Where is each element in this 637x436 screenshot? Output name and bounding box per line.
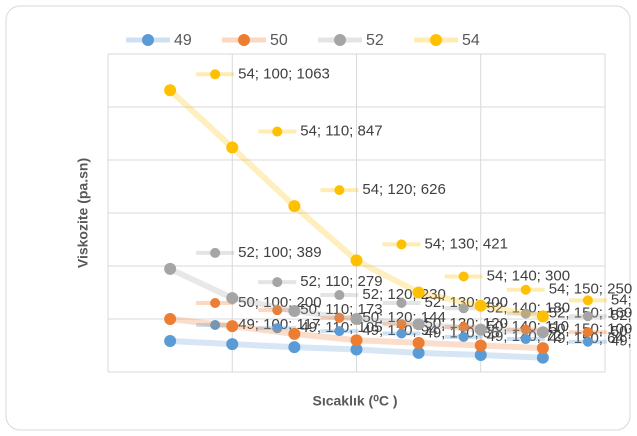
legend-label: 50 bbox=[270, 32, 288, 49]
label-key-marker bbox=[520, 334, 531, 345]
label-key-marker bbox=[272, 323, 283, 334]
label-key-marker bbox=[458, 331, 469, 342]
label-key-marker bbox=[458, 271, 469, 282]
data-point bbox=[226, 320, 239, 333]
label-key-marker bbox=[582, 295, 593, 306]
data-label: 54; 100; 1063 bbox=[238, 65, 330, 82]
data-point bbox=[474, 349, 487, 362]
data-label: 52; 130; 200 bbox=[425, 294, 508, 311]
data-label: 54; 150; 250 bbox=[549, 281, 632, 298]
data-point bbox=[164, 313, 177, 325]
chart-border bbox=[5, 5, 631, 431]
label-key-marker bbox=[396, 239, 407, 250]
data-point bbox=[536, 351, 549, 364]
x-axis-title: Sıcaklık (⁰C ) bbox=[313, 393, 398, 409]
legend-marker bbox=[142, 34, 154, 46]
data-point bbox=[288, 341, 301, 354]
data-point bbox=[350, 254, 363, 267]
data-point bbox=[226, 292, 239, 305]
label-key-marker bbox=[210, 247, 221, 258]
data-label: 50; 110; 173 bbox=[300, 301, 382, 318]
data-point bbox=[536, 310, 549, 323]
label-key-marker bbox=[272, 277, 283, 288]
legend-marker bbox=[430, 34, 442, 46]
data-point bbox=[536, 326, 549, 339]
label-key-marker bbox=[334, 312, 345, 323]
data-point bbox=[412, 286, 425, 299]
legend-marker bbox=[238, 34, 250, 46]
data-label: 52; 120; 230 bbox=[362, 286, 445, 303]
label-key-marker bbox=[210, 319, 221, 330]
data-point bbox=[350, 334, 363, 347]
data-point bbox=[288, 327, 301, 340]
label-key-marker bbox=[334, 185, 345, 196]
legend-marker bbox=[334, 34, 346, 46]
data-point bbox=[474, 323, 487, 336]
data-point bbox=[412, 318, 425, 331]
data-label: 52; 110; 279 bbox=[300, 273, 382, 290]
data-point bbox=[412, 336, 425, 349]
data-point bbox=[474, 339, 487, 352]
legend-label: 49 bbox=[174, 32, 192, 49]
data-point bbox=[288, 200, 301, 213]
data-point bbox=[412, 346, 425, 359]
label-key-marker bbox=[582, 327, 593, 338]
label-key-marker bbox=[334, 290, 345, 301]
data-point bbox=[288, 305, 301, 318]
data-point bbox=[164, 262, 177, 275]
data-label: 54; 160; 210 bbox=[611, 291, 637, 308]
data-point bbox=[474, 299, 487, 312]
legend-label: 54 bbox=[462, 32, 480, 49]
data-label: 50; 120; 144 bbox=[362, 309, 445, 326]
data-point bbox=[350, 343, 363, 356]
data-point bbox=[226, 338, 239, 351]
data-point bbox=[226, 141, 239, 154]
data-point bbox=[350, 313, 363, 325]
label-key-marker bbox=[520, 284, 531, 295]
data-point bbox=[164, 334, 177, 347]
label-key-marker bbox=[210, 69, 221, 80]
data-label: 54; 110; 847 bbox=[300, 123, 382, 140]
label-key-marker bbox=[582, 336, 593, 347]
data-label: 52; 160; 150 bbox=[611, 307, 637, 324]
label-key-marker bbox=[272, 126, 283, 137]
data-label: 54; 120; 626 bbox=[362, 181, 445, 198]
label-key-marker bbox=[396, 319, 407, 330]
data-label: 52; 140; 180 bbox=[487, 299, 570, 316]
label-key-marker bbox=[582, 311, 593, 322]
y-axis-title: Viskozite (pa.sn) bbox=[75, 158, 91, 268]
label-key-marker bbox=[210, 298, 221, 308]
label-key-marker bbox=[458, 321, 469, 332]
data-point bbox=[164, 84, 177, 97]
label-key-marker bbox=[520, 324, 531, 335]
data-label: 50; 160; 90 bbox=[611, 323, 637, 340]
label-key-marker bbox=[458, 303, 469, 314]
label-key-marker bbox=[396, 328, 407, 339]
legend-label: 52 bbox=[366, 32, 384, 49]
data-label: 54; 130; 421 bbox=[425, 235, 508, 252]
label-key-marker bbox=[272, 305, 283, 316]
data-label: 52; 100; 389 bbox=[238, 244, 321, 261]
data-label: 49; 160; 54 bbox=[611, 333, 637, 350]
data-point bbox=[536, 342, 549, 355]
data-label: 54; 140; 300 bbox=[487, 267, 570, 284]
data-label: 50; 100; 200 bbox=[238, 294, 321, 311]
label-key-marker bbox=[520, 308, 531, 319]
label-key-marker bbox=[334, 326, 345, 337]
label-key-marker bbox=[396, 298, 407, 308]
